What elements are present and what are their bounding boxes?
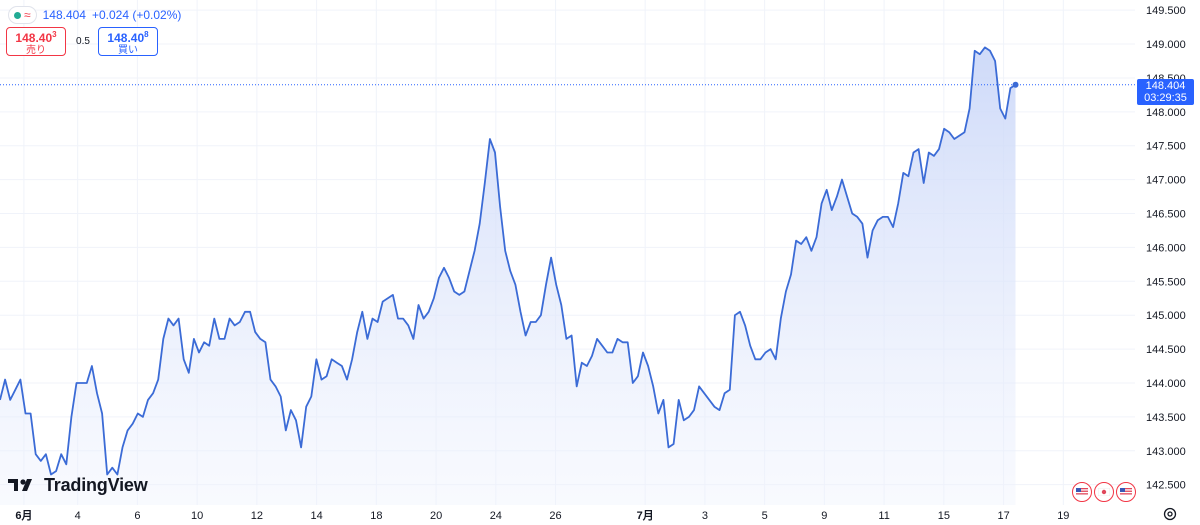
y-tick-label: 143.500: [1146, 412, 1186, 424]
legend-change: +0.024 (+0.02%): [91, 8, 182, 22]
spread-value: 0.5: [76, 36, 90, 47]
y-axis: 142.500 143.000 143.500 144.000 144.500 145.0…: [1146, 5, 1186, 491]
buy-price-main: 148.40: [107, 30, 145, 45]
x-tick-label: 24: [490, 510, 502, 522]
y-tick-label: 147.000: [1146, 175, 1186, 187]
y-tick-label: 148.000: [1146, 107, 1186, 119]
x-tick-label: 10: [191, 510, 203, 522]
us-flag-icon[interactable]: [1072, 482, 1092, 502]
x-tick-label: 17: [997, 510, 1009, 522]
sell-price-main: 148.40: [15, 30, 53, 45]
y-tick-label: 143.000: [1146, 446, 1186, 458]
x-tick-label: 11: [878, 510, 889, 522]
y-tick-label: 145.500: [1146, 276, 1186, 288]
event-flags: [1072, 482, 1136, 502]
last-point: [1012, 81, 1019, 88]
x-tick-label: 6: [134, 510, 140, 522]
logo-text: TradingView: [44, 474, 148, 495]
y-tick-label: 149.500: [1146, 5, 1186, 17]
sell-price: 148.403: [15, 28, 56, 45]
indicator-toggle[interactable]: ≈: [8, 6, 37, 24]
x-tick-label: 9: [821, 510, 827, 522]
x-tick-label: 7月: [637, 509, 654, 522]
sell-button[interactable]: 148.403 売り: [6, 27, 66, 56]
x-tick-label: 14: [310, 510, 322, 522]
current-price-countdown: 03:29:35: [1144, 92, 1187, 104]
buy-button[interactable]: 148.408 買い: [98, 27, 158, 56]
buy-price-sup: 8: [144, 29, 149, 39]
tradingview-logo-icon: [8, 479, 32, 491]
series-line: [0, 46, 1016, 476]
x-axis: 6月 4 6 10 12 14 18 20 24 26 7月 3 5 9 11 15 17 19: [15, 509, 1069, 522]
chart-series-line: [0, 46, 1019, 476]
sell-label: 売り: [26, 44, 46, 56]
area-fill: [0, 47, 1016, 506]
y-tick-label: 146.500: [1146, 209, 1186, 221]
y-tick-label: 144.500: [1146, 344, 1186, 356]
jp-flag-icon[interactable]: [1094, 482, 1114, 502]
chart-area: [0, 47, 1016, 506]
buy-price: 148.408: [107, 28, 148, 45]
x-tick-label: 20: [430, 510, 442, 522]
current-price-value: 148.404: [1145, 80, 1186, 92]
x-tick-label: 19: [1057, 510, 1069, 522]
x-tick-label: 26: [549, 510, 561, 522]
x-tick-label: 15: [938, 510, 950, 522]
y-tick-label: 144.000: [1146, 378, 1186, 390]
sell-price-sup: 3: [52, 29, 57, 39]
settings-icon[interactable]: [1162, 506, 1178, 522]
y-tick-label: 146.000: [1146, 242, 1186, 254]
x-tick-label: 3: [702, 510, 708, 522]
x-tick-label: 12: [251, 510, 263, 522]
y-tick-label: 149.000: [1146, 39, 1186, 51]
legend-price: 148.404: [42, 8, 86, 22]
y-tick-label: 145.000: [1146, 310, 1186, 322]
current-price-tag: 148.404 03:29:35: [1137, 79, 1194, 105]
wave-icon: ≈: [24, 8, 31, 22]
x-tick-label: 18: [370, 510, 382, 522]
indicator-dot-icon: [14, 11, 21, 19]
us-flag-icon[interactable]: [1116, 482, 1136, 502]
x-tick-label: 4: [75, 510, 81, 522]
y-tick-label: 142.500: [1146, 480, 1186, 492]
buy-label: 買い: [118, 44, 138, 56]
tradingview-logo[interactable]: TradingView: [8, 474, 148, 496]
y-tick-label: 147.500: [1146, 141, 1186, 153]
x-tick-label: 6月: [15, 509, 32, 522]
top-legend: ≈ 148.404 +0.024 (+0.02%): [8, 6, 181, 24]
x-tick-label: 5: [762, 510, 768, 522]
